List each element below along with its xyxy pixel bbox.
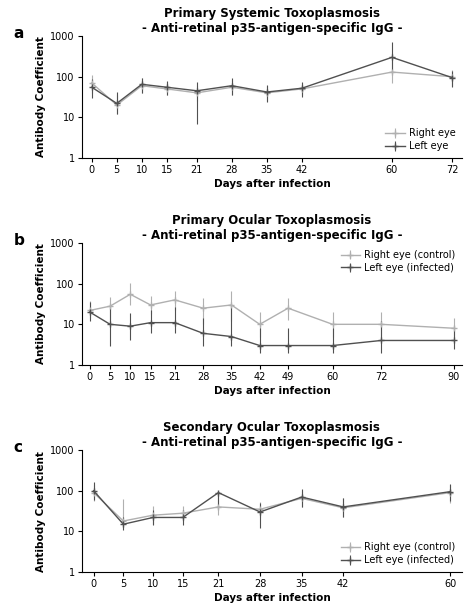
- Y-axis label: Antibody Coefficient: Antibody Coefficient: [36, 243, 46, 364]
- Text: c: c: [13, 440, 23, 456]
- Legend: Right eye (control), Left eye (infected): Right eye (control), Left eye (infected): [339, 248, 457, 275]
- X-axis label: Days after infection: Days after infection: [213, 593, 330, 603]
- Title: Secondary Ocular Toxoplasmosis
- Anti-retinal p35-antigen-specific IgG -: Secondary Ocular Toxoplasmosis - Anti-re…: [142, 421, 402, 449]
- X-axis label: Days after infection: Days after infection: [213, 179, 330, 189]
- X-axis label: Days after infection: Days after infection: [213, 386, 330, 396]
- Legend: Right eye, Left eye: Right eye, Left eye: [383, 126, 457, 153]
- Y-axis label: Antibody Coefficient: Antibody Coefficient: [36, 451, 46, 572]
- Title: Primary Ocular Toxoplasmosis
- Anti-retinal p35-antigen-specific IgG -: Primary Ocular Toxoplasmosis - Anti-reti…: [142, 214, 402, 242]
- Title: Primary Systemic Toxoplasmosis
- Anti-retinal p35-antigen-specific IgG -: Primary Systemic Toxoplasmosis - Anti-re…: [142, 7, 402, 35]
- Legend: Right eye (control), Left eye (infected): Right eye (control), Left eye (infected): [339, 540, 457, 567]
- Y-axis label: Antibody Coefficient: Antibody Coefficient: [36, 37, 46, 157]
- Text: b: b: [13, 234, 24, 248]
- Text: a: a: [13, 26, 23, 41]
